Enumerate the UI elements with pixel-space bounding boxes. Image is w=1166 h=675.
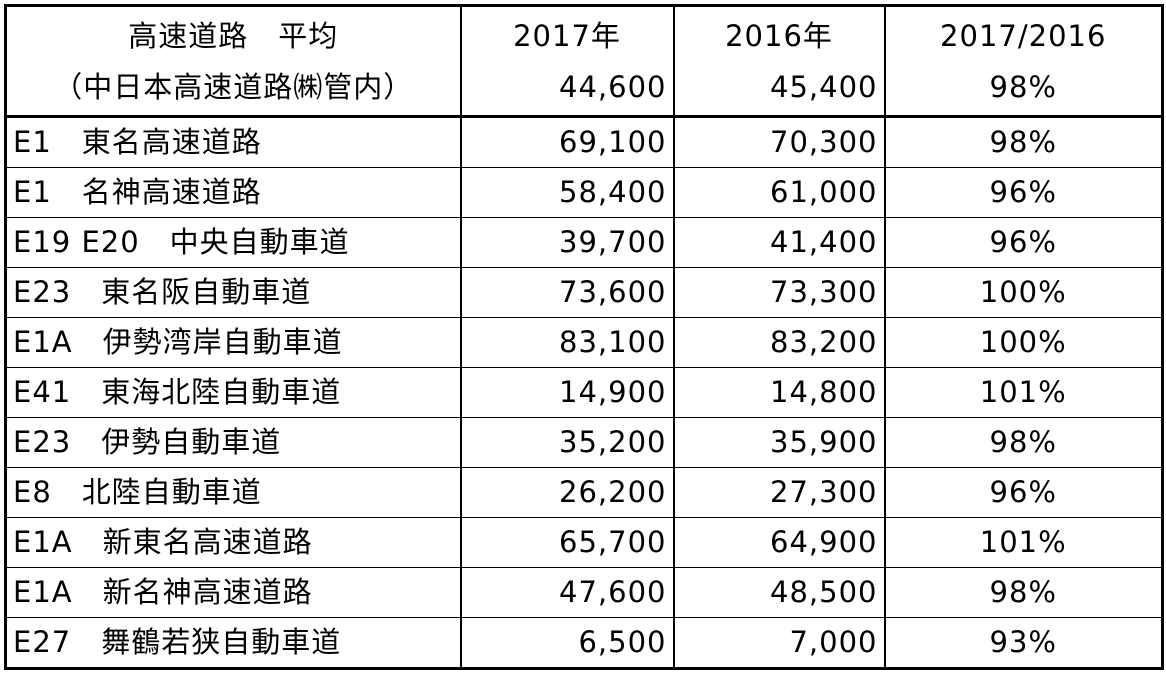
value-2017: 83,100 — [459, 317, 675, 368]
ratio-value: 100% — [883, 317, 1164, 368]
header-title: 高速道路 平均 — [4, 5, 462, 61]
average-ratio: 98% — [883, 61, 1164, 118]
road-name: E1A 伊勢湾岸自動車道 — [4, 317, 462, 368]
traffic-volume-table: 高速道路 平均 2017年 2016年 2017/2016 （中日本高速道路㈱管… — [4, 4, 1164, 670]
value-2016: 48,500 — [672, 567, 886, 618]
table-row: E1A 新東名高速道路 65,700 64,900 101% — [4, 517, 1164, 568]
value-2016: 83,200 — [672, 317, 886, 368]
ratio-value: 93% — [883, 617, 1164, 669]
value-2016: 64,900 — [672, 517, 886, 568]
road-name: E23 東名阪自動車道 — [4, 267, 462, 318]
ratio-value: 100% — [883, 267, 1164, 318]
average-row: （中日本高速道路㈱管内） 44,600 45,400 98% — [4, 61, 1164, 118]
value-2017: 14,900 — [459, 367, 675, 418]
value-2017: 65,700 — [459, 517, 675, 568]
value-2017: 6,500 — [459, 617, 675, 669]
value-2016: 35,900 — [672, 417, 886, 468]
header-subtitle: （中日本高速道路㈱管内） — [4, 61, 462, 118]
ratio-value: 96% — [883, 217, 1164, 268]
table-row: E23 東名阪自動車道 73,600 73,300 100% — [4, 267, 1164, 318]
value-2016: 70,300 — [672, 116, 886, 168]
table-row: E19 E20 中央自動車道 39,700 41,400 96% — [4, 217, 1164, 268]
table-row: E1 東名高速道路 69,100 70,300 98% — [4, 116, 1164, 168]
value-2016: 7,000 — [672, 617, 886, 669]
value-2017: 69,100 — [459, 116, 675, 168]
value-2016: 73,300 — [672, 267, 886, 318]
ratio-value: 101% — [883, 517, 1164, 568]
road-name: E19 E20 中央自動車道 — [4, 217, 462, 268]
ratio-value: 98% — [883, 116, 1164, 168]
table-row: E23 伊勢自動車道 35,200 35,900 98% — [4, 417, 1164, 468]
road-name: E1 東名高速道路 — [4, 116, 462, 168]
header-row: 高速道路 平均 2017年 2016年 2017/2016 — [4, 5, 1164, 61]
value-2016: 14,800 — [672, 367, 886, 418]
road-name: E41 東海北陸自動車道 — [4, 367, 462, 418]
ratio-value: 96% — [883, 467, 1164, 518]
table-row: E1 名神高速道路 58,400 61,000 96% — [4, 167, 1164, 218]
table-row: E8 北陸自動車道 26,200 27,300 96% — [4, 467, 1164, 518]
header-2016: 2016年 — [672, 5, 886, 61]
value-2017: 58,400 — [459, 167, 675, 218]
value-2017: 47,600 — [459, 567, 675, 618]
value-2017: 73,600 — [459, 267, 675, 318]
value-2016: 61,000 — [672, 167, 886, 218]
ratio-value: 98% — [883, 417, 1164, 468]
value-2017: 26,200 — [459, 467, 675, 518]
value-2017: 35,200 — [459, 417, 675, 468]
road-name: E1 名神高速道路 — [4, 167, 462, 218]
average-2017: 44,600 — [459, 61, 675, 118]
table-row: E41 東海北陸自動車道 14,900 14,800 101% — [4, 367, 1164, 418]
header-2017: 2017年 — [459, 5, 675, 61]
road-name: E8 北陸自動車道 — [4, 467, 462, 518]
ratio-value: 101% — [883, 367, 1164, 418]
road-name: E1A 新東名高速道路 — [4, 517, 462, 568]
table-row: E1A 新名神高速道路 47,600 48,500 98% — [4, 567, 1164, 618]
table-row: E27 舞鶴若狭自動車道 6,500 7,000 93% — [4, 617, 1164, 669]
table-row: E1A 伊勢湾岸自動車道 83,100 83,200 100% — [4, 317, 1164, 368]
value-2016: 27,300 — [672, 467, 886, 518]
road-name: E23 伊勢自動車道 — [4, 417, 462, 468]
average-2016: 45,400 — [672, 61, 886, 118]
ratio-value: 98% — [883, 567, 1164, 618]
value-2017: 39,700 — [459, 217, 675, 268]
value-2016: 41,400 — [672, 217, 886, 268]
road-name: E27 舞鶴若狭自動車道 — [4, 617, 462, 669]
ratio-value: 96% — [883, 167, 1164, 218]
road-name: E1A 新名神高速道路 — [4, 567, 462, 618]
header-ratio: 2017/2016 — [883, 5, 1164, 61]
